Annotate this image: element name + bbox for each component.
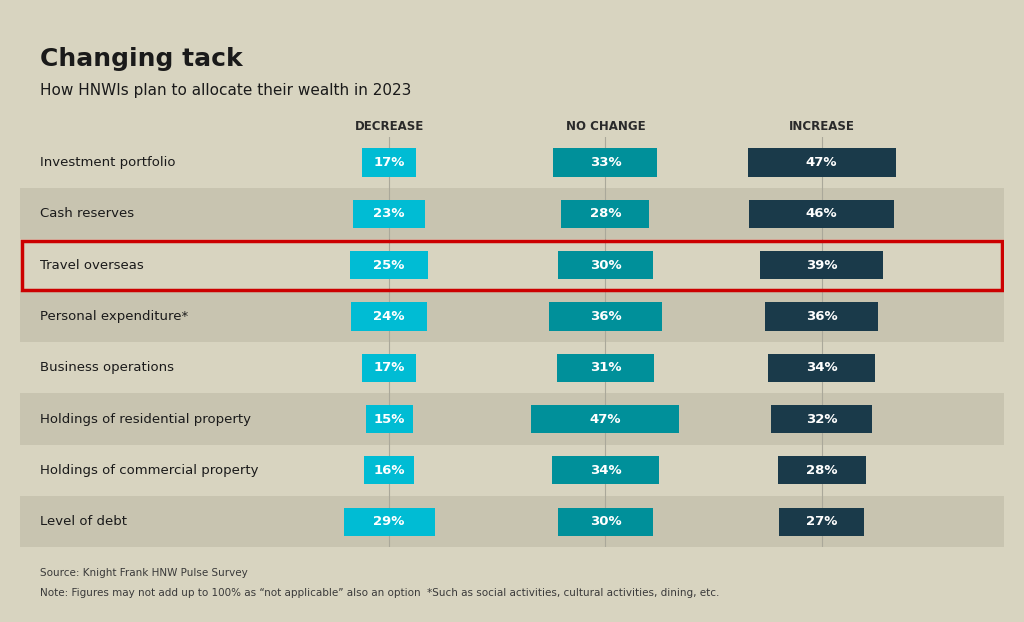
Bar [771, 405, 872, 433]
Bar [777, 457, 865, 485]
Text: 36%: 36% [590, 310, 622, 323]
Bar [549, 302, 662, 330]
Bar [779, 508, 864, 536]
Text: 33%: 33% [590, 156, 622, 169]
Text: Investment portfolio: Investment portfolio [40, 156, 176, 169]
Text: 32%: 32% [806, 412, 838, 425]
Bar [552, 457, 658, 485]
Text: NO CHANGE: NO CHANGE [565, 121, 645, 134]
Text: 27%: 27% [806, 515, 838, 528]
Text: 46%: 46% [806, 207, 838, 220]
Text: Level of debt: Level of debt [40, 515, 127, 528]
Bar [362, 354, 416, 382]
Text: 47%: 47% [590, 412, 622, 425]
Text: 25%: 25% [374, 259, 404, 272]
Bar [366, 405, 413, 433]
Bar [20, 496, 1004, 547]
Bar [20, 342, 1004, 393]
Text: 28%: 28% [590, 207, 622, 220]
Text: Business operations: Business operations [40, 361, 174, 374]
Text: Note: Figures may not add up to 100% as “not applicable” also an option  *Such a: Note: Figures may not add up to 100% as … [40, 588, 720, 598]
Bar [554, 149, 657, 177]
Text: 31%: 31% [590, 361, 622, 374]
Text: 30%: 30% [590, 259, 622, 272]
Text: 16%: 16% [374, 464, 404, 477]
Text: 29%: 29% [374, 515, 404, 528]
Text: Holdings of commercial property: Holdings of commercial property [40, 464, 259, 477]
Bar [557, 354, 654, 382]
Text: Source: Knight Frank HNW Pulse Survey: Source: Knight Frank HNW Pulse Survey [40, 568, 248, 578]
Text: Changing tack: Changing tack [40, 47, 243, 70]
Text: 47%: 47% [806, 156, 838, 169]
Bar [353, 200, 425, 228]
Bar [750, 200, 894, 228]
Text: 34%: 34% [590, 464, 622, 477]
Bar [748, 149, 896, 177]
Bar [765, 302, 879, 330]
Text: Travel overseas: Travel overseas [40, 259, 144, 272]
Bar [364, 457, 415, 485]
Text: Personal expenditure*: Personal expenditure* [40, 310, 188, 323]
Text: 23%: 23% [374, 207, 404, 220]
Text: How HNWIs plan to allocate their wealth in 2023: How HNWIs plan to allocate their wealth … [40, 83, 412, 98]
Text: 24%: 24% [374, 310, 404, 323]
Text: 15%: 15% [374, 412, 404, 425]
Bar [561, 200, 649, 228]
Bar [558, 251, 652, 279]
Bar [20, 137, 1004, 188]
Bar [351, 302, 427, 330]
Text: Cash reserves: Cash reserves [40, 207, 134, 220]
Bar [558, 508, 652, 536]
Bar [760, 251, 883, 279]
Bar [768, 354, 876, 382]
Text: Holdings of residential property: Holdings of residential property [40, 412, 251, 425]
Text: 17%: 17% [374, 361, 404, 374]
Bar [350, 251, 428, 279]
Text: 34%: 34% [806, 361, 838, 374]
Bar [362, 149, 416, 177]
Text: 39%: 39% [806, 259, 838, 272]
Text: DECREASE: DECREASE [354, 121, 424, 134]
Text: 17%: 17% [374, 156, 404, 169]
Text: 30%: 30% [590, 515, 622, 528]
Bar [20, 445, 1004, 496]
Bar [20, 239, 1004, 290]
Text: 28%: 28% [806, 464, 838, 477]
Bar [20, 188, 1004, 239]
Bar [20, 394, 1004, 445]
Bar [343, 508, 435, 536]
Text: INCREASE: INCREASE [788, 121, 855, 134]
Bar [20, 290, 1004, 342]
Text: 36%: 36% [806, 310, 838, 323]
Bar [23, 241, 1001, 290]
Bar [531, 405, 679, 433]
